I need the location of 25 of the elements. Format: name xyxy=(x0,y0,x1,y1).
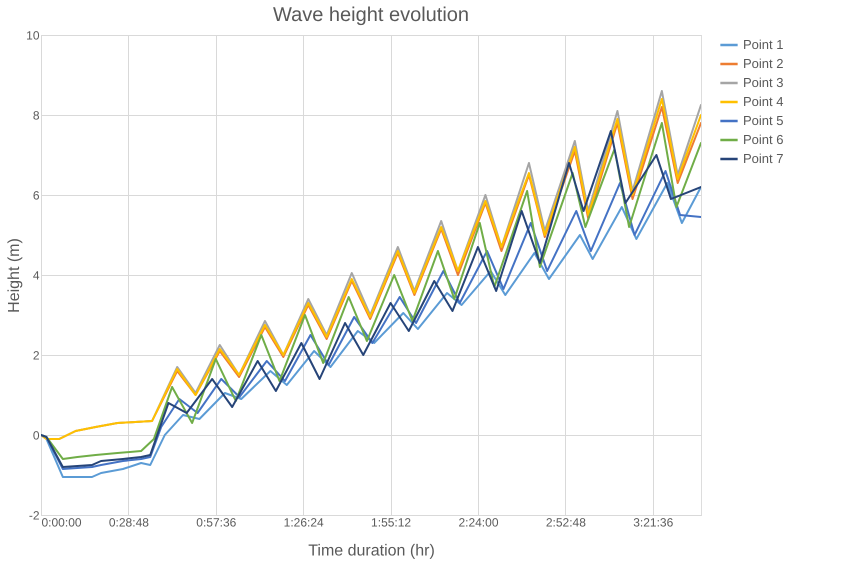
y-tick-label: -2 xyxy=(28,508,40,522)
legend-label: Point 4 xyxy=(743,94,784,109)
x-tick-label: 2:52:48 xyxy=(546,516,586,530)
x-tick-label: 2:24:00 xyxy=(458,516,499,530)
legend-label: Point 3 xyxy=(743,75,784,90)
x-axis-title: Time duration (hr) xyxy=(308,542,435,560)
x-tick-label: 0:00:00 xyxy=(42,516,82,530)
legend-label: Point 1 xyxy=(743,37,784,52)
y-tick-label: 10 xyxy=(26,28,40,42)
legend-label: Point 7 xyxy=(743,151,784,166)
y-axis-title: Height (m) xyxy=(6,238,24,313)
y-tick-label: 2 xyxy=(32,348,40,362)
x-tick-label: 1:26:24 xyxy=(284,516,324,530)
y-tick-label: 8 xyxy=(32,108,40,122)
y-tick-label: 4 xyxy=(32,268,40,282)
x-tick-label: 0:57:36 xyxy=(196,516,237,530)
x-tick-label: 3:21:36 xyxy=(633,516,674,530)
legend-label: Point 2 xyxy=(743,56,784,71)
y-tick-label: 6 xyxy=(32,188,40,202)
legend-label: Point 5 xyxy=(743,113,784,128)
legend-label: Point 6 xyxy=(743,132,784,147)
x-tick-label: 1:55:12 xyxy=(371,516,412,530)
y-tick-label: 0 xyxy=(32,428,40,442)
x-tick-label: 0:28:48 xyxy=(108,516,150,530)
chart-title: Wave height evolution xyxy=(272,4,470,26)
